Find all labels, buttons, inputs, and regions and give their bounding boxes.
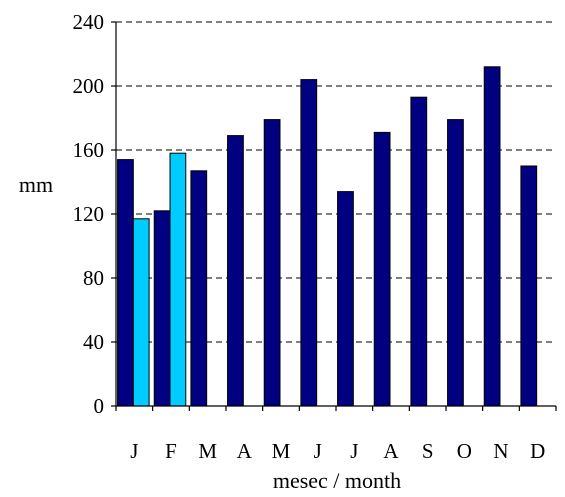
bar-1-3 xyxy=(190,170,208,407)
x-tick-label-1: J xyxy=(130,439,138,463)
bar-2-2 xyxy=(169,152,187,407)
bar-1-8 xyxy=(373,131,391,407)
y-tick-label-200: 200 xyxy=(73,74,105,98)
y-tick-label-240: 240 xyxy=(73,10,105,34)
x-tick-label-5: M xyxy=(272,439,291,463)
y-tick-label-40: 40 xyxy=(83,330,104,354)
x-tick-label-8: A xyxy=(383,439,399,463)
x-tick-label-7: J xyxy=(350,439,358,463)
bar-1-9 xyxy=(410,96,428,407)
y-tick-labels: 0 40 80 120 160 200 240 xyxy=(73,10,105,418)
bar-1-4 xyxy=(227,135,244,407)
bar-1-6 xyxy=(300,79,318,407)
x-tick-label-6: J xyxy=(314,439,322,463)
gridlines xyxy=(116,21,556,343)
y-tick-label-160: 160 xyxy=(73,138,105,162)
y-tick-label-120: 120 xyxy=(73,202,105,226)
bar-1-2 xyxy=(153,210,171,407)
y-tick-label-80: 80 xyxy=(83,266,104,290)
x-tick-label-9: S xyxy=(422,439,434,463)
x-tick-label-3: M xyxy=(198,439,217,463)
bar-1-10 xyxy=(447,119,464,407)
x-tick-label-10: O xyxy=(457,439,472,463)
bar-1-11 xyxy=(483,66,501,407)
bars xyxy=(117,66,538,407)
axes xyxy=(111,21,557,411)
y-tick-label-0: 0 xyxy=(94,394,105,418)
bar-1-7 xyxy=(337,191,354,407)
bar-2-1 xyxy=(132,218,150,407)
bar-1-5 xyxy=(263,119,281,407)
x-axis-label: mesec / month xyxy=(273,468,401,493)
x-tick-label-11: N xyxy=(493,439,508,463)
bar-1-1 xyxy=(117,159,134,407)
x-tick-label-4: A xyxy=(237,439,253,463)
x-tick-label-2: F xyxy=(165,439,177,463)
x-tick-label-12: D xyxy=(530,439,545,463)
bar-1-12 xyxy=(520,165,538,407)
y-axis-label: mm xyxy=(19,172,53,197)
